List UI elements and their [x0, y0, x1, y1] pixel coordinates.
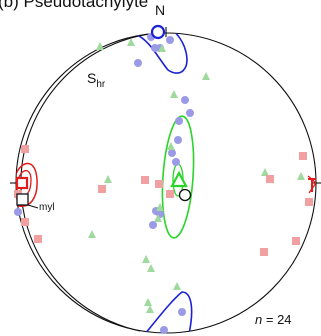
north-label: N [155, 2, 166, 18]
red-pole [299, 152, 307, 160]
blue-pole [186, 109, 194, 117]
red-pole [155, 180, 163, 188]
red-contour-outer [16, 162, 38, 207]
blue-contour-south [144, 291, 193, 333]
open-square-mean [16, 193, 29, 206]
red-east-marker [308, 178, 316, 192]
blue-pole [149, 221, 157, 229]
myl-label: myl [39, 202, 55, 213]
count-variable: n [255, 312, 263, 327]
green-pole [297, 172, 305, 180]
green-pole [261, 168, 269, 176]
green-pole [202, 72, 210, 80]
green-triangle-mean [170, 170, 188, 188]
green-pole [170, 90, 178, 98]
blue-pole [14, 208, 22, 216]
red-pole [34, 235, 42, 243]
count-value: = 24 [265, 312, 292, 327]
green-pole [144, 298, 152, 306]
red-pole [260, 248, 268, 256]
blue-pole [134, 59, 142, 67]
shr-label-main: S [87, 70, 97, 86]
red-pole [21, 145, 29, 153]
shr-label: Shr [87, 70, 105, 90]
green-pole [158, 44, 166, 52]
green-pole [156, 203, 164, 211]
blue-pole [168, 149, 176, 157]
blue-pole [181, 96, 189, 104]
blue-pole [166, 36, 174, 44]
red-pole [266, 175, 274, 183]
blue-pole [174, 136, 182, 144]
red-pole [21, 218, 29, 226]
myl-leader [27, 204, 39, 209]
blue-pole [172, 158, 180, 166]
green-pole [127, 38, 135, 46]
red-pole [292, 237, 300, 245]
red-pole [141, 176, 149, 184]
red-pole [305, 198, 313, 206]
shr-great-circle [20, 33, 151, 332]
green-contour-outer [161, 115, 195, 239]
green-triangle-poles [88, 38, 305, 313]
green-pole [147, 264, 155, 272]
green-pole [142, 255, 150, 263]
open-circle-mean [178, 188, 192, 202]
red-mean-marker [15, 176, 29, 190]
green-pole [96, 42, 104, 50]
green-pole [104, 175, 112, 183]
panel-title: (b) Pseudotachylyte [0, 0, 149, 11]
sample-count: n = 24 [255, 312, 292, 327]
red-pole [166, 190, 174, 198]
green-pole [88, 230, 96, 238]
blue-pole [175, 117, 183, 125]
green-pole [167, 142, 175, 150]
shr-label-sub: hr [96, 78, 106, 90]
blue-pole [160, 326, 168, 334]
green-pole [146, 305, 154, 313]
red-square-poles [14, 145, 313, 256]
blue-pole [178, 308, 186, 316]
green-pole [154, 214, 162, 222]
blue-mean-marker [150, 24, 166, 40]
red-pole [98, 185, 106, 193]
green-pole [173, 282, 181, 290]
